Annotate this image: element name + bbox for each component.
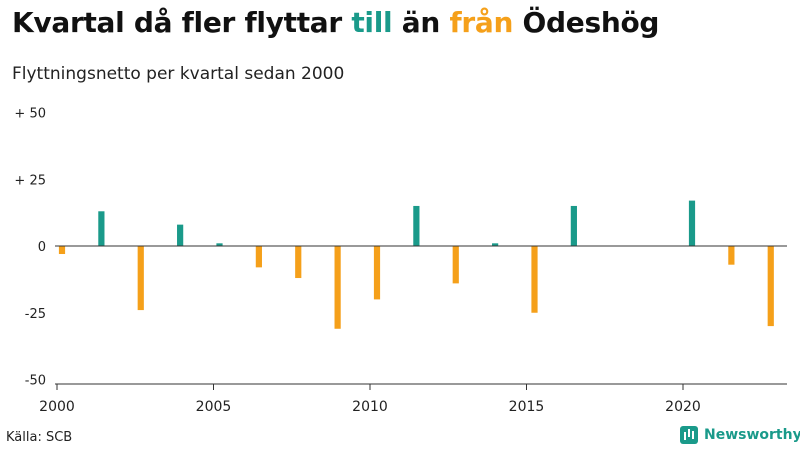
title-fran: från — [449, 6, 514, 39]
bar — [767, 246, 774, 327]
chart-logo-icon — [680, 426, 698, 444]
x-tick-label: 2020 — [665, 399, 701, 415]
title-part1: Kvartal då fler flyttar — [12, 6, 352, 39]
y-tick-label: + 50 — [14, 107, 46, 122]
bar — [373, 246, 381, 300]
brand-name: Newsworthy — [704, 427, 800, 443]
bar — [728, 246, 735, 265]
bar — [570, 205, 577, 246]
bar — [58, 246, 66, 255]
bar — [334, 246, 341, 329]
title-till: till — [351, 6, 393, 39]
y-tick-label: 0 — [38, 240, 46, 255]
bar — [413, 205, 420, 246]
chart-subtitle: Flyttningsnetto per kvartal sedan 2000 — [12, 64, 345, 84]
x-tick-label: 2015 — [509, 399, 545, 415]
x-tick-label: 2010 — [352, 399, 388, 415]
bar — [98, 211, 105, 246]
y-tick-label: + 25 — [14, 173, 46, 188]
bar — [137, 246, 144, 311]
bar — [688, 200, 696, 246]
y-tick-label: -50 — [25, 374, 46, 389]
x-tick-label: 2000 — [39, 399, 75, 415]
bar — [216, 243, 223, 246]
x-tick-label: 2005 — [196, 399, 232, 415]
bar — [255, 246, 262, 268]
bar — [295, 246, 302, 279]
brand-logo: Newsworthy — [680, 426, 800, 444]
chart-title: Kvartal då fler flyttar till än från Öde… — [12, 6, 659, 39]
y-tick-label: -25 — [25, 307, 46, 322]
bar — [452, 246, 459, 284]
title-part3: Ödeshög — [513, 6, 660, 39]
title-part2: än — [392, 6, 450, 39]
bar — [531, 246, 538, 313]
bar — [492, 243, 499, 246]
bar — [177, 224, 184, 246]
source-note: Källa: SCB — [6, 430, 73, 445]
